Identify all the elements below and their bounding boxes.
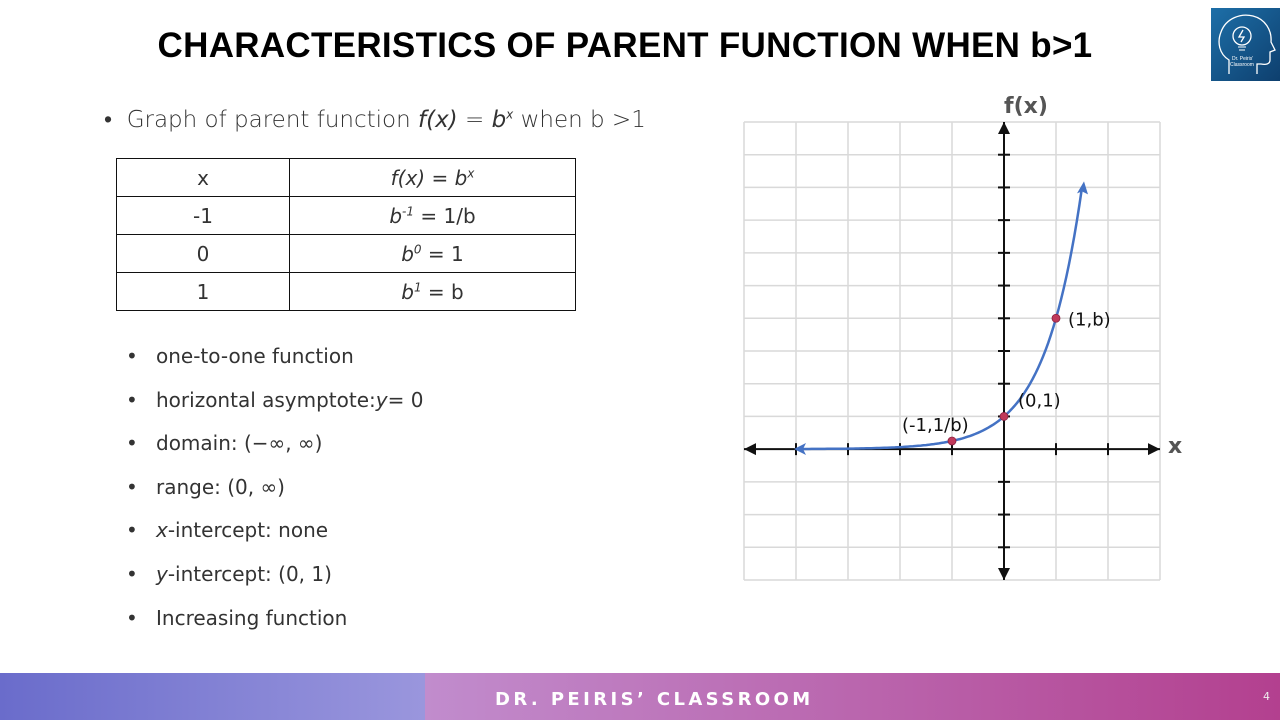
- list-item: • domain: (−∞, ∞): [126, 431, 423, 475]
- prop-text: domain: (−∞, ∞): [156, 431, 323, 456]
- bullet: •: [126, 518, 138, 543]
- intro-eq: =: [457, 107, 492, 133]
- cell-exp: 0: [413, 241, 422, 256]
- bullet: •: [126, 605, 138, 630]
- cell-x: 1: [116, 272, 290, 311]
- axes: [744, 122, 1160, 580]
- prop-text: range: (0, ∞): [156, 474, 285, 499]
- prop-text: one-to-one function: [156, 344, 354, 368]
- curve-left-arrow: [794, 443, 806, 456]
- prop-ital: y: [156, 561, 168, 586]
- slide-title: CHARACTERISTICS OF PARENT FUNCTION WHEN …: [157, 26, 1093, 65]
- x-axis-right-arrow: [1148, 443, 1160, 456]
- list-item: • one-to-one function: [126, 344, 423, 388]
- cell-rest: = b: [421, 279, 464, 304]
- intro-fx: f(x): [418, 107, 458, 133]
- bullet: •: [126, 431, 138, 456]
- list-item: • Increasing function: [126, 606, 423, 650]
- table-row: 0 b0 = 1: [116, 234, 576, 273]
- cell-rest: = 1: [421, 241, 464, 266]
- point-label: (-1,1/b): [902, 415, 969, 436]
- table-row: -1 b-1 = 1/b: [116, 196, 576, 235]
- header-exp: x: [467, 165, 475, 180]
- list-item: • range: (0, ∞): [126, 475, 423, 519]
- prop-ital: y: [375, 387, 388, 412]
- x-axis-label: x: [1168, 434, 1182, 459]
- footer-left-band: [0, 673, 425, 720]
- footer: DR. PEIRIS’ CLASSROOM 4: [0, 673, 1280, 720]
- cell-fx: b1 = b: [289, 272, 576, 311]
- prop-ital: x: [156, 518, 168, 543]
- bullet: •: [104, 107, 113, 133]
- prop-text: horizontal asymptote:: [156, 387, 376, 412]
- values-table: x f(x) = bx -1 b-1 = 1/b 0 b0 = 1 1 b1 =…: [116, 158, 576, 311]
- cell-x: 0: [116, 234, 290, 273]
- list-item: • y -intercept: (0, 1): [126, 562, 423, 606]
- function-curve: [796, 187, 1084, 451]
- points: (-1,1/b) (0,1) (1,b): [794, 181, 1111, 456]
- data-point: [999, 412, 1009, 421]
- intro-bullet: • Graph of parent function f(x) = bx whe…: [104, 106, 646, 133]
- cell-base: b: [389, 203, 403, 228]
- intro-prefix: Graph of parent function: [126, 107, 418, 133]
- data-point: [947, 436, 957, 446]
- prop-text: Increasing function: [156, 605, 348, 630]
- list-item: • x -intercept: none: [126, 518, 423, 562]
- intro-exp: x: [506, 107, 514, 122]
- bullet: •: [126, 561, 138, 586]
- cell-exp: -1: [402, 203, 415, 218]
- cell-fx: b0 = 1: [289, 234, 576, 273]
- cell-base: b: [401, 279, 414, 304]
- prop-post: -intercept: none: [167, 518, 329, 543]
- data-point: [1051, 313, 1061, 323]
- cell-x: -1: [116, 196, 290, 235]
- header-base: b: [454, 165, 468, 190]
- curve-up-arrow: [1077, 181, 1088, 195]
- y-axis-up-arrow: [998, 122, 1010, 134]
- x-axis-left-arrow: [744, 443, 756, 456]
- cell-rest: = 1/b: [414, 203, 476, 228]
- prop-post: = 0: [387, 387, 424, 412]
- list-item: • horizontal asymptote: y = 0: [126, 388, 423, 432]
- cell-exp: 1: [413, 279, 422, 294]
- head-lightbulb-icon: Dr. Peiris' Classroom: [1218, 14, 1276, 74]
- grid: [743, 121, 1161, 581]
- page-number: 4: [1263, 690, 1270, 703]
- properties-list: • one-to-one function • horizontal asympto…: [126, 344, 423, 649]
- header-eq: =: [425, 165, 455, 190]
- bullet: •: [126, 387, 138, 412]
- svg-text:Dr. Peiris': Dr. Peiris': [1232, 56, 1253, 62]
- table-row: 1 b1 = b: [116, 272, 576, 311]
- footer-text: DR. PEIRIS’ CLASSROOM: [495, 689, 814, 710]
- prop-post: -intercept: (0, 1): [167, 561, 332, 586]
- y-axis-label: f(x): [1004, 94, 1048, 119]
- header-x: x: [116, 158, 290, 197]
- bullet: •: [126, 474, 138, 499]
- intro-suffix: when b >1: [513, 107, 646, 133]
- point-label: (1,b): [1068, 309, 1111, 330]
- header-fx-label: f(x): [390, 165, 426, 190]
- logo: Dr. Peiris' Classroom: [1211, 8, 1280, 81]
- bullet: •: [126, 344, 138, 368]
- svg-text:Classroom: Classroom: [1230, 62, 1254, 68]
- point-label: (0,1): [1018, 390, 1061, 411]
- intro-base: b: [491, 107, 507, 133]
- footer-right-band: DR. PEIRIS’ CLASSROOM 4: [425, 673, 1280, 720]
- y-axis-down-arrow: [998, 568, 1010, 580]
- cell-base: b: [401, 241, 414, 266]
